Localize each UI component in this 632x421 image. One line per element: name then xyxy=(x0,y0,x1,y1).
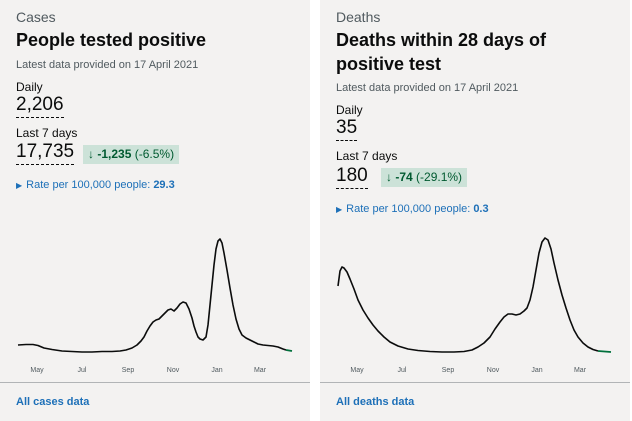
arrow-down-icon: ↓ xyxy=(386,170,392,184)
cases-tick-jan: Jan xyxy=(211,367,222,374)
deaths-week-label: Last 7 days xyxy=(336,149,398,163)
deaths-daily-label: Daily xyxy=(336,103,363,117)
deaths-title: Deaths within 28 days of positive test xyxy=(336,30,547,74)
deaths-change-pct: (-29.1%) xyxy=(416,170,463,184)
cases-title: People tested positive xyxy=(16,30,207,50)
cases-week-value[interactable]: 17,735 xyxy=(16,141,75,165)
cases-daily-value[interactable]: 2,206 xyxy=(16,94,64,118)
all-cases-link[interactable]: All cases data xyxy=(16,396,90,408)
deaths-rate-label: Rate per 100,000 people: xyxy=(346,203,471,215)
arrow-down-icon: ↓ xyxy=(88,147,94,161)
cases-rate-value: 29.3 xyxy=(153,179,175,191)
cases-tick-mar: Mar xyxy=(254,367,267,374)
deaths-chart: May Jul Sep Nov Jan Mar xyxy=(337,237,612,374)
deaths-card: Deaths Deaths within 28 days of positive… xyxy=(320,0,630,421)
cases-rate-label: Rate per 100,000 people: xyxy=(26,179,151,191)
deaths-tick-mar: Mar xyxy=(574,367,587,374)
deaths-recent-segment xyxy=(597,350,612,353)
deaths-change-badge: ↓ -74 (-29.1%) xyxy=(381,168,468,187)
cases-tick-may: May xyxy=(30,367,44,374)
triangle-right-icon: ▶ xyxy=(16,181,23,190)
triangle-right-icon: ▶ xyxy=(336,205,343,214)
cases-rate-toggle[interactable]: ▶ Rate per 100,000 people: 29.3 xyxy=(16,179,175,191)
cases-tick-jul: Jul xyxy=(78,367,87,374)
cases-change-pct: (-6.5%) xyxy=(134,147,175,161)
cases-chart: May Jul Sep Nov Jan Mar xyxy=(17,238,293,374)
deaths-category: Deaths xyxy=(336,9,381,25)
deaths-change-value: -74 xyxy=(395,170,413,184)
deaths-tick-nov: Nov xyxy=(487,367,500,374)
cases-tick-sep: Sep xyxy=(122,367,135,374)
cases-recent-segment xyxy=(285,349,293,352)
deaths-tick-sep: Sep xyxy=(442,367,455,374)
cases-divider xyxy=(0,382,310,383)
cases-trend-line xyxy=(17,238,287,353)
deaths-updated: Latest data provided on 17 April 2021 xyxy=(336,82,519,94)
cases-daily-label: Daily xyxy=(16,80,43,94)
deaths-tick-jul: Jul xyxy=(398,367,407,374)
deaths-tick-may: May xyxy=(350,367,364,374)
cases-change-value: -1,235 xyxy=(97,147,132,161)
deaths-trend-line xyxy=(337,237,599,353)
cases-tick-nov: Nov xyxy=(167,367,180,374)
cases-week-label: Last 7 days xyxy=(16,126,78,140)
deaths-tick-jan: Jan xyxy=(531,367,542,374)
all-deaths-link[interactable]: All deaths data xyxy=(336,396,415,408)
deaths-rate-toggle[interactable]: ▶ Rate per 100,000 people: 0.3 xyxy=(336,203,489,215)
deaths-rate-value: 0.3 xyxy=(473,203,489,215)
cases-updated: Latest data provided on 17 April 2021 xyxy=(16,59,199,71)
cases-category: Cases xyxy=(16,9,56,25)
deaths-divider xyxy=(320,382,630,383)
deaths-week-value[interactable]: 180 xyxy=(336,165,368,189)
cases-card: Cases People tested positive Latest data… xyxy=(0,0,310,421)
deaths-daily-value[interactable]: 35 xyxy=(336,117,358,141)
cases-change-badge: ↓ -1,235 (-6.5%) xyxy=(83,145,180,164)
